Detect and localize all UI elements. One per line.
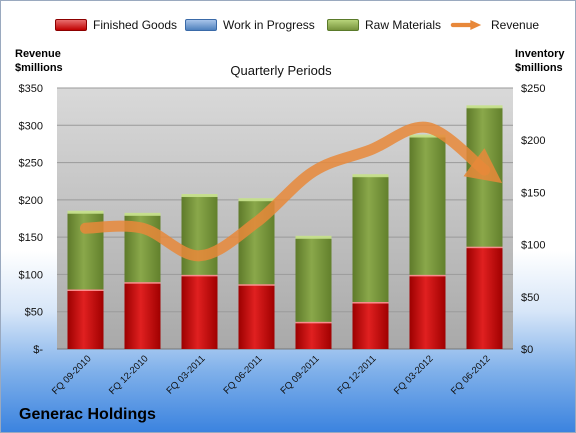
left-tick-label: $300 xyxy=(19,120,43,132)
bar-finished-goods xyxy=(409,274,446,349)
company-name: Generac Holdings xyxy=(19,406,156,423)
left-axis-title: Revenue $millions xyxy=(15,47,63,75)
left-axis-title-line2: $millions xyxy=(15,62,63,74)
bar-raw-materials-cap xyxy=(124,212,161,216)
bar-raw-materials-cap xyxy=(352,174,389,178)
bar-raw-materials-cap xyxy=(295,235,332,239)
right-axis-title: Inventory $millions xyxy=(515,47,565,75)
category-label: FQ 03-2012 xyxy=(392,353,436,397)
left-tick-label: $250 xyxy=(19,158,43,170)
legend-work-in-progress: Work in Progress xyxy=(185,17,315,33)
bar-raw-materials xyxy=(466,106,503,247)
category-label: FQ 12-2010 xyxy=(107,353,151,397)
legend-finished-goods-swatch xyxy=(55,19,87,31)
right-tick-label: $100 xyxy=(521,240,545,252)
right-tick-label: $150 xyxy=(521,187,545,199)
legend-raw-materials-label: Raw Materials xyxy=(365,18,442,32)
right-tick-label: $0 xyxy=(521,344,533,356)
bar-raw-materials xyxy=(181,195,218,275)
category-label: FQ 12-2011 xyxy=(335,353,378,396)
bar-raw-materials-cap xyxy=(409,134,446,138)
bar-finished-goods xyxy=(238,284,275,349)
bar-finished-goods xyxy=(352,302,389,349)
category-label: FQ 03-2011 xyxy=(164,353,207,396)
left-tick-label: $350 xyxy=(19,83,43,95)
category-label: FQ 09-2011 xyxy=(278,353,321,396)
bar-finished-goods xyxy=(295,321,332,349)
bar-raw-materials xyxy=(352,175,389,303)
left-tick-label: $200 xyxy=(19,195,43,207)
bar-finished-goods xyxy=(124,282,161,349)
bar-raw-materials-cap xyxy=(67,210,104,214)
category-label: FQ 06-2012 xyxy=(449,353,493,397)
category-label: FQ 09-2010 xyxy=(50,353,94,397)
legend-work-in-progress-swatch xyxy=(185,19,217,31)
bar-finished-goods-cap xyxy=(466,245,503,249)
legend-finished-goods: Finished Goods xyxy=(55,17,177,33)
bar-raw-materials-cap xyxy=(238,198,275,202)
left-axis-title-line1: Revenue xyxy=(15,48,61,60)
legend-revenue: Revenue xyxy=(449,17,539,33)
legend-revenue-arrow-icon xyxy=(450,20,482,30)
legend-revenue-label: Revenue xyxy=(491,18,540,32)
bar-finished-goods xyxy=(181,274,218,349)
right-tick-label: $50 xyxy=(521,292,539,304)
bar-raw-materials-cap xyxy=(466,105,503,109)
bar-raw-materials xyxy=(409,136,446,275)
left-tick-label: $100 xyxy=(19,269,43,281)
left-tick-label: $50 xyxy=(25,307,43,319)
bar-finished-goods xyxy=(67,289,104,349)
bar-finished-goods xyxy=(466,246,503,349)
legend-raw-materials-swatch xyxy=(327,19,359,31)
right-axis-title-line1: Inventory xyxy=(515,48,565,60)
right-axis-title-line2: $millions xyxy=(515,62,563,74)
plot-title: Quarterly Periods xyxy=(230,63,332,78)
legend-work-in-progress-label: Work in Progress xyxy=(223,18,315,32)
bar-raw-materials xyxy=(295,237,332,322)
revenue-line xyxy=(80,121,503,262)
left-tick-label: $- xyxy=(33,344,43,356)
legend-raw-materials: Raw Materials xyxy=(327,17,441,33)
legend-finished-goods-label: Finished Goods xyxy=(93,18,178,32)
left-tick-label: $150 xyxy=(19,232,43,244)
category-label: FQ 06-2011 xyxy=(221,353,264,396)
bar-raw-materials-cap xyxy=(181,194,218,198)
right-tick-label: $200 xyxy=(521,135,545,147)
right-tick-label: $250 xyxy=(521,83,545,95)
